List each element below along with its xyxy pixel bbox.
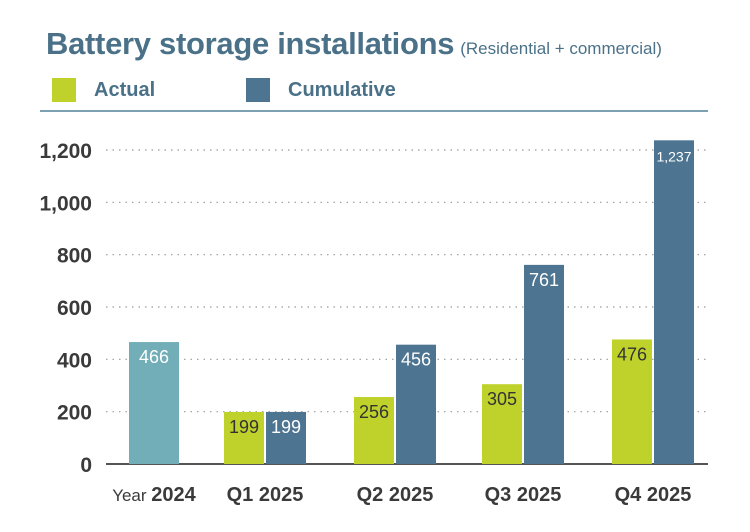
y-tick-label: 1,200 xyxy=(39,140,92,163)
x-tick-label: Q4 2025 xyxy=(615,484,692,506)
bar-data-label: 199 xyxy=(271,417,301,437)
chart-subtitle: (Residential + commercial) xyxy=(460,39,662,58)
legend-item-cumulative: Cumulative xyxy=(246,78,396,102)
bar-data-label: 761 xyxy=(529,270,559,290)
chart-title-main: Battery storage installations xyxy=(46,26,455,61)
y-tick-label: 800 xyxy=(57,245,92,268)
x-tick-label: Q1 2025 xyxy=(227,484,304,506)
bar-actual xyxy=(354,397,394,464)
bar-data-label: 466 xyxy=(139,347,169,367)
x-tick-label: Year 2024 xyxy=(112,484,196,506)
bar-actual xyxy=(612,339,652,464)
chart-title: Battery storage installations (Residentia… xyxy=(46,26,662,62)
y-tick-label: 400 xyxy=(57,349,92,372)
bar-actual xyxy=(482,384,522,464)
bar-cumulative xyxy=(396,344,436,464)
x-tick-main: Q1 2025 xyxy=(227,484,304,506)
y-tick-label: 600 xyxy=(57,297,92,320)
bar-data-label: 199 xyxy=(229,417,259,437)
y-tick-label: 0 xyxy=(80,454,92,477)
x-tick-main: Q3 2025 xyxy=(485,484,562,506)
bar-cumulative xyxy=(654,140,694,464)
bar-data-label: 256 xyxy=(359,402,389,422)
legend-label-cumulative: Cumulative xyxy=(288,78,396,101)
legend-swatch-cumulative xyxy=(246,78,270,102)
bar-data-label: 1,237 xyxy=(656,148,691,164)
legend-label-actual: Actual xyxy=(94,78,156,101)
legend-swatch-actual xyxy=(52,78,76,102)
bar-actual xyxy=(224,411,264,464)
x-tick-prefix: Year xyxy=(112,486,151,505)
x-tick-main: Q2 2025 xyxy=(357,484,434,506)
x-tick-label: Q3 2025 xyxy=(485,484,562,506)
y-tick-label: 200 xyxy=(57,402,92,425)
bar-year-total xyxy=(129,342,179,464)
header-divider xyxy=(40,110,708,112)
legend-item-actual: Actual xyxy=(52,78,155,102)
bar-cumulative xyxy=(266,411,306,464)
x-tick-label: Q2 2025 xyxy=(357,484,434,506)
x-tick-main: Q4 2025 xyxy=(615,484,692,506)
bar-data-label: 456 xyxy=(401,350,431,370)
bar-data-label: 476 xyxy=(617,344,647,364)
y-tick-label: 1,000 xyxy=(39,192,92,215)
x-tick-main: 2024 xyxy=(151,484,196,506)
bar-data-label: 305 xyxy=(487,389,517,409)
bar-cumulative xyxy=(524,264,564,464)
